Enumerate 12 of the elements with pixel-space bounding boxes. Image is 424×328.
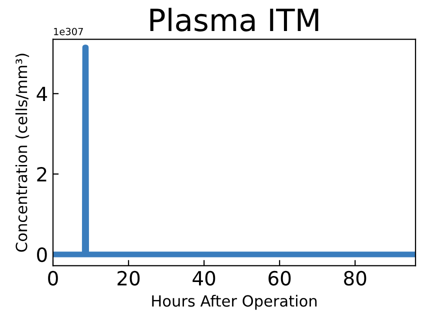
y-tick-label: 0 (37, 247, 47, 262)
x-tick-label: 40 (192, 270, 216, 286)
x-axis-title: Hours After Operation (152, 294, 317, 310)
x-tick-label: 0 (48, 270, 58, 286)
chart-title: Plasma ITM (150, 8, 318, 32)
x-tick-label: 80 (344, 270, 366, 286)
y-tick-label: 2 (37, 166, 46, 182)
y-axis-title: Concentration (cells/mm³) (15, 54, 30, 252)
y-tick-label: 4 (36, 86, 48, 102)
x-tick-label: 20 (118, 270, 140, 286)
x-tick-label: 60 (268, 270, 291, 286)
text: 1e307 (54, 28, 83, 36)
